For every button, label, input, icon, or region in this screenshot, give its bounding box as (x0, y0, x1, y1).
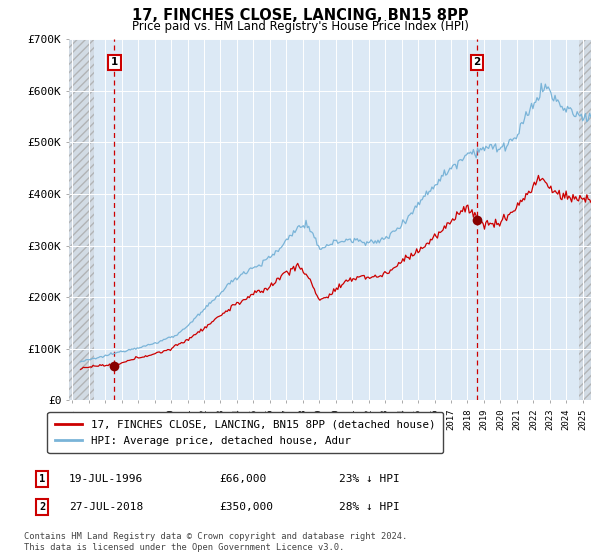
Text: £66,000: £66,000 (219, 474, 266, 484)
Text: 2: 2 (473, 58, 481, 67)
Text: Price paid vs. HM Land Registry's House Price Index (HPI): Price paid vs. HM Land Registry's House … (131, 20, 469, 32)
Text: 19-JUL-1996: 19-JUL-1996 (69, 474, 143, 484)
Legend: 17, FINCHES CLOSE, LANCING, BN15 8PP (detached house), HPI: Average price, detac: 17, FINCHES CLOSE, LANCING, BN15 8PP (de… (47, 412, 443, 454)
Text: Contains HM Land Registry data © Crown copyright and database right 2024.
This d: Contains HM Land Registry data © Crown c… (24, 532, 407, 552)
Bar (578, 39, 591, 400)
Text: 27-JUL-2018: 27-JUL-2018 (69, 502, 143, 512)
Text: 1: 1 (39, 474, 45, 484)
Text: 17, FINCHES CLOSE, LANCING, BN15 8PP: 17, FINCHES CLOSE, LANCING, BN15 8PP (132, 8, 468, 24)
Text: 23% ↓ HPI: 23% ↓ HPI (339, 474, 400, 484)
Text: 1: 1 (110, 58, 118, 67)
Text: 28% ↓ HPI: 28% ↓ HPI (339, 502, 400, 512)
Text: 2: 2 (39, 502, 45, 512)
Text: £350,000: £350,000 (219, 502, 273, 512)
Bar (69, 39, 94, 400)
